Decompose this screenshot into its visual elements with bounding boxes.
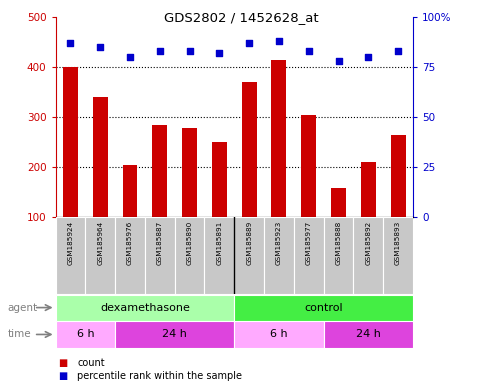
Text: GSM185964: GSM185964: [97, 221, 103, 265]
Bar: [242, 82, 256, 217]
Text: GDS2802 / 1452628_at: GDS2802 / 1452628_at: [164, 12, 319, 25]
Text: ■: ■: [58, 371, 67, 381]
Bar: [264, 217, 294, 294]
Bar: [63, 67, 78, 217]
Point: [305, 48, 313, 54]
Text: agent: agent: [7, 303, 37, 313]
Bar: [271, 60, 286, 217]
Point: [394, 48, 402, 54]
Point: [185, 48, 193, 54]
Text: count: count: [77, 358, 105, 368]
Bar: [234, 217, 264, 294]
Text: GSM185924: GSM185924: [68, 221, 73, 265]
Bar: [234, 295, 413, 321]
Bar: [324, 321, 413, 348]
Point: [215, 50, 223, 56]
Text: GSM185893: GSM185893: [395, 221, 401, 265]
Point: [245, 40, 253, 46]
Bar: [175, 217, 204, 294]
Bar: [324, 217, 354, 294]
Bar: [331, 188, 346, 217]
Bar: [56, 295, 234, 321]
Text: time: time: [7, 329, 31, 339]
Bar: [152, 125, 167, 217]
Point: [67, 40, 74, 46]
Bar: [85, 217, 115, 294]
Text: dexamethasone: dexamethasone: [100, 303, 190, 313]
Text: GSM185887: GSM185887: [157, 221, 163, 265]
Text: GSM185976: GSM185976: [127, 221, 133, 265]
Point: [97, 44, 104, 50]
Text: 6 h: 6 h: [270, 329, 288, 339]
Text: GSM185977: GSM185977: [306, 221, 312, 265]
Bar: [115, 217, 145, 294]
Text: ■: ■: [58, 358, 67, 368]
Bar: [182, 128, 197, 217]
Bar: [56, 321, 115, 348]
Bar: [234, 321, 324, 348]
Bar: [354, 217, 383, 294]
Point: [335, 58, 342, 64]
Point: [275, 38, 283, 44]
Text: 6 h: 6 h: [76, 329, 94, 339]
Text: GSM185892: GSM185892: [365, 221, 371, 265]
Text: 24 h: 24 h: [162, 329, 187, 339]
Bar: [361, 162, 376, 217]
Point: [156, 48, 164, 54]
Bar: [391, 135, 406, 217]
Bar: [56, 217, 85, 294]
Bar: [383, 217, 413, 294]
Bar: [301, 115, 316, 217]
Text: control: control: [304, 303, 343, 313]
Bar: [145, 217, 175, 294]
Text: GSM185923: GSM185923: [276, 221, 282, 265]
Bar: [212, 142, 227, 217]
Text: GSM185891: GSM185891: [216, 221, 222, 265]
Bar: [93, 97, 108, 217]
Bar: [294, 217, 324, 294]
Bar: [115, 321, 234, 348]
Text: GSM185888: GSM185888: [336, 221, 341, 265]
Text: GSM185889: GSM185889: [246, 221, 252, 265]
Text: 24 h: 24 h: [356, 329, 381, 339]
Bar: [123, 165, 138, 217]
Text: GSM185890: GSM185890: [186, 221, 193, 265]
Point: [126, 54, 134, 60]
Point: [364, 54, 372, 60]
Text: percentile rank within the sample: percentile rank within the sample: [77, 371, 242, 381]
Bar: [204, 217, 234, 294]
